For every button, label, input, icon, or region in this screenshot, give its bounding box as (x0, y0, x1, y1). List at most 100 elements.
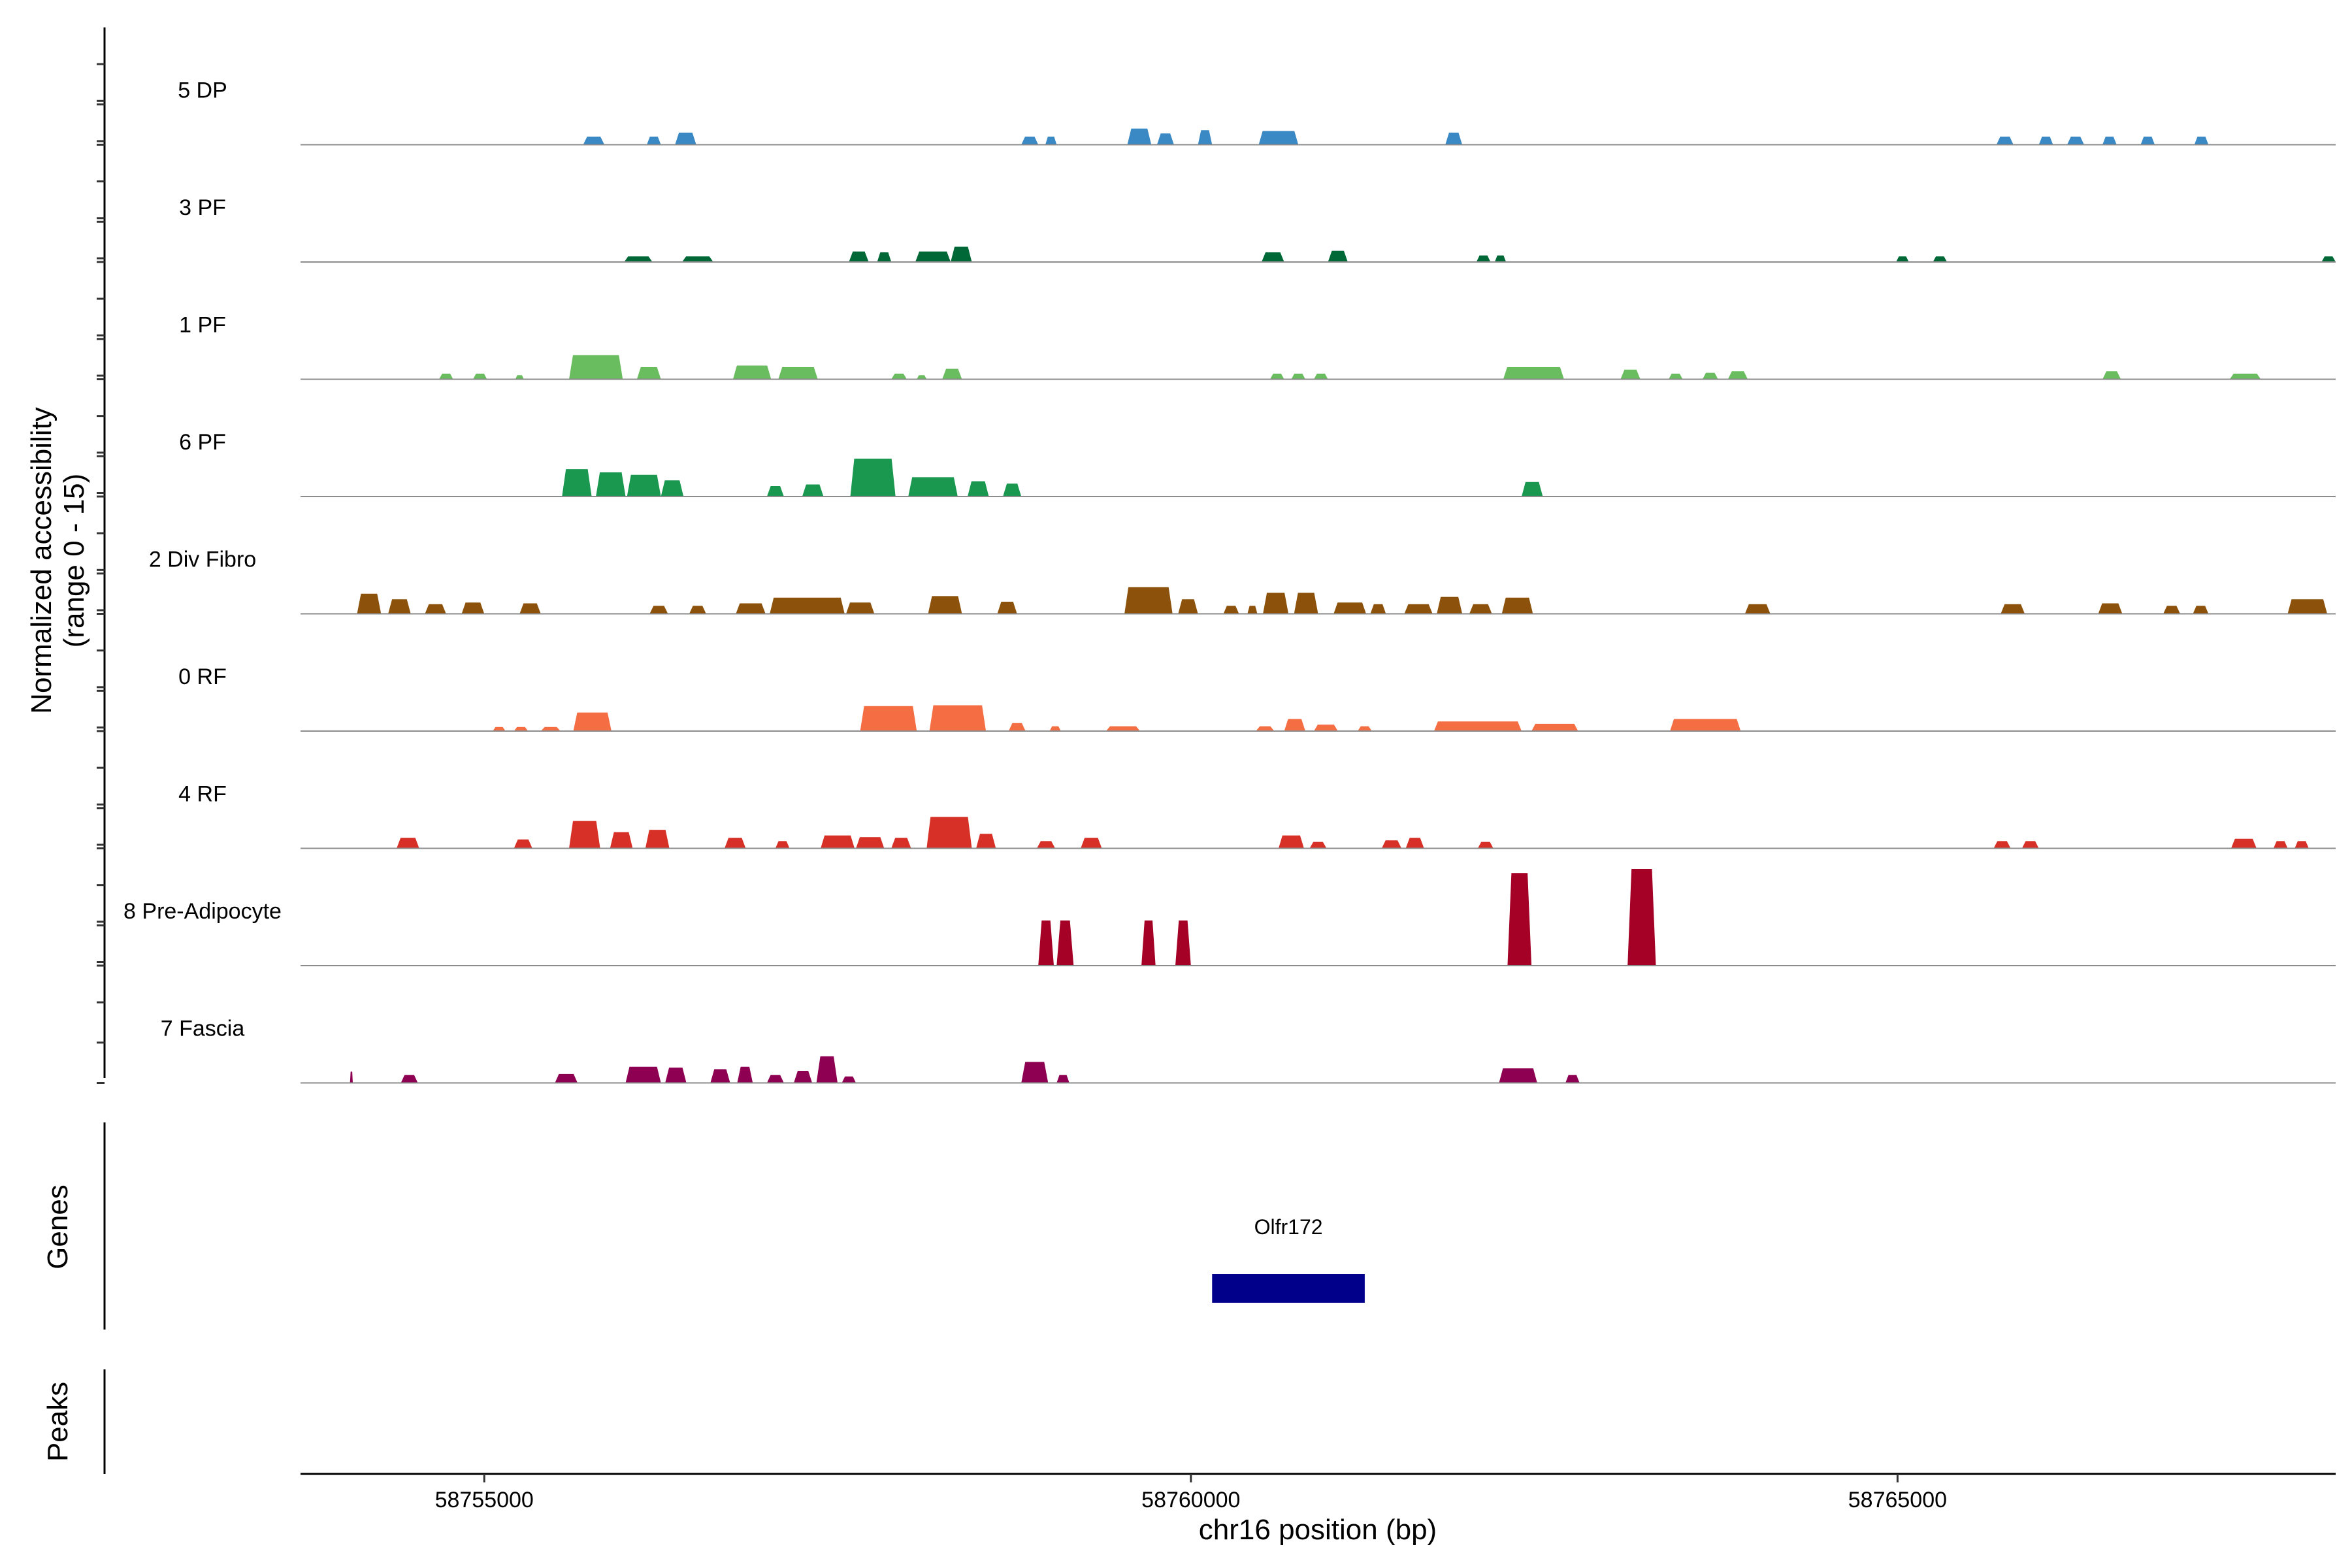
track-label: 5 DP (178, 78, 227, 103)
coverage-peak (929, 705, 987, 731)
coverage-peak (1669, 373, 1683, 380)
coverage-peak (736, 603, 766, 614)
coverage-peak (583, 137, 605, 145)
track-3-pf: 3 PF (179, 195, 2336, 263)
coverage-peak (1081, 838, 1102, 849)
coverage-peak (569, 355, 623, 380)
coverage-peak (2229, 373, 2261, 380)
coverage-peak (1056, 920, 1074, 966)
coverage-peak (647, 137, 661, 145)
coverage-peak (1256, 726, 1275, 731)
coverage-peak (1008, 723, 1026, 731)
coverage-peak (2273, 841, 2288, 849)
gene-body (1212, 1274, 1365, 1303)
coverage-peak (850, 459, 896, 497)
coverage-peak (645, 830, 670, 849)
coverage-peak (1370, 604, 1386, 614)
track-label: 4 RF (178, 782, 227, 807)
gene-label: Olfr172 (1254, 1215, 1323, 1239)
coverage-peak (1156, 133, 1174, 145)
coverage-peak (926, 817, 972, 849)
coverage-peak (725, 838, 746, 849)
coverage-peak (951, 246, 972, 262)
coverage-peak (2021, 841, 2039, 849)
coverage-peak (1494, 255, 1507, 262)
coverage-peak (689, 606, 706, 614)
coverage-peak (1469, 604, 1492, 614)
coverage-peak (1501, 597, 1533, 614)
coverage-peak (397, 838, 419, 849)
coverage-peak (1037, 841, 1056, 849)
coverage-peak (493, 727, 506, 731)
coverage-peak (1933, 256, 1948, 262)
coverage-peak (573, 712, 612, 731)
coverage-peak (627, 474, 661, 497)
coverage-peak (1404, 604, 1433, 614)
coverage-peak (1141, 920, 1156, 966)
peaks-panel-label: Peaks (42, 1382, 74, 1462)
coverage-peak (1433, 721, 1522, 731)
coverage-peak (357, 593, 382, 614)
x-tick-label: 58765000 (1848, 1488, 1947, 1512)
coverage-peak (1405, 838, 1424, 849)
coverage-peak (1258, 131, 1299, 145)
coverage-peak (2098, 603, 2123, 614)
coverage-peak (802, 484, 824, 497)
track-label: 0 RF (178, 664, 227, 689)
coverage-peak (821, 835, 855, 849)
coverage-peak (1328, 250, 1348, 262)
coverage-peak (968, 481, 989, 497)
coverage-peak (915, 252, 951, 262)
coverage-peak (649, 606, 668, 614)
coverage-peak (1499, 1068, 1537, 1083)
coverage-peak (732, 365, 772, 380)
coverage-peak (514, 727, 529, 731)
coverage-y-ticks (97, 63, 105, 1084)
coverage-peak (1531, 723, 1578, 731)
coverage-peak (1445, 133, 1463, 145)
coverage-peak (1247, 606, 1258, 614)
coverage-peak (2001, 604, 2025, 614)
coverage-peak (1106, 726, 1140, 731)
coverage-peak (942, 368, 962, 380)
coverage-peak (350, 1071, 353, 1083)
coverage-peak (860, 706, 917, 731)
coverage-peak (841, 1076, 857, 1083)
coverage-peak (917, 375, 927, 380)
coverage-peak (1038, 920, 1054, 966)
coverage-peak (1381, 840, 1402, 849)
coverage-peak (1476, 255, 1491, 262)
coverage-peak (610, 832, 633, 849)
coverage-peak (1896, 256, 1909, 262)
coverage-peak (770, 597, 845, 614)
coverage-peak (856, 837, 885, 849)
coverage-peak (1309, 841, 1327, 849)
track-label: 3 PF (179, 195, 226, 220)
coverage-peak (778, 367, 818, 380)
coverage-peak (2102, 137, 2117, 145)
coverage-peak (2163, 606, 2180, 614)
coverage-peak (846, 602, 875, 614)
coverage-peak (625, 1066, 661, 1083)
track-label: 2 Div Fibro (149, 547, 256, 572)
track-label: 8 Pre-Adipocyte (123, 899, 282, 924)
coverage-peak (849, 252, 869, 262)
coverage-peak (928, 596, 962, 614)
coverage-peak (439, 373, 453, 380)
track-6-pf: 6 PF (179, 430, 2336, 497)
coverage-peak (2287, 599, 2327, 614)
y-axis-title-range: (range 0 - 15) (58, 474, 90, 648)
y-axis-title: Normalized accessibility (25, 407, 57, 713)
coverage-peak (425, 604, 446, 614)
coverage-peak (1056, 1075, 1070, 1083)
coverage-peak (569, 821, 600, 849)
coverage-peak (1620, 369, 1641, 380)
coverage-peak (1127, 128, 1152, 145)
coverage-peak (665, 1068, 687, 1083)
coverage-peak (472, 373, 487, 380)
coverage-peak (2194, 137, 2209, 145)
coverage-peak (908, 477, 958, 497)
coverage-peak (540, 727, 561, 731)
coverage-peak (1727, 371, 1748, 380)
